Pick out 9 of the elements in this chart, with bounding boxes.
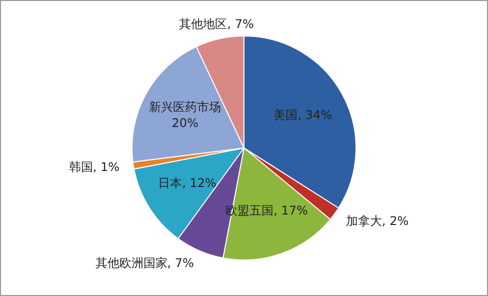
slice-label: 新兴医药市场 [149, 100, 222, 114]
slice-label: 韩国, 1% [68, 160, 120, 174]
data-label: 20% [172, 116, 198, 130]
slice-label: 加拿大, 2% [346, 214, 409, 228]
slice-label: 美国, 34% [274, 108, 332, 122]
slice-label: 欧盟五国, 17% [226, 203, 308, 218]
slice-label: 日本, 12% [158, 176, 216, 190]
slice-label: 其他地区, 7% [179, 17, 254, 32]
slice-label: 其他欧洲国家, 7% [95, 256, 194, 270]
